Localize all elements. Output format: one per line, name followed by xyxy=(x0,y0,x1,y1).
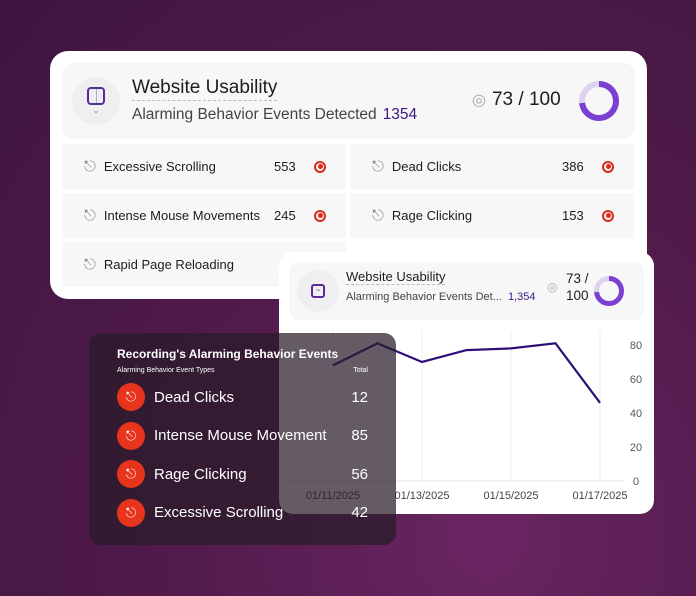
row-total: 42 xyxy=(351,504,368,522)
event-item[interactable]: ⎋ Dead Clicks 386 xyxy=(350,144,634,189)
panel-header: Alarming Behavior Event Types Total xyxy=(117,367,368,374)
score-ring xyxy=(594,276,624,306)
chart-title: Website Usability xyxy=(346,269,446,285)
tag-icon: ⎋ xyxy=(84,256,96,273)
chevron-down-icon: ⌄ xyxy=(92,104,100,115)
event-count: 153 xyxy=(562,208,584,223)
chart-header: ~ Website Usability Alarming Behavior Ev… xyxy=(289,262,644,320)
score: ◎ 73 / 100 xyxy=(472,89,561,111)
recording-events-panel: Recording's Alarming Behavior Events Ala… xyxy=(89,333,396,545)
score-bottom: 100 xyxy=(566,288,589,303)
event-count: 245 xyxy=(274,208,296,223)
alert-icon xyxy=(602,209,614,222)
col-total: Total xyxy=(353,367,368,374)
event-row: ⎋ Dead Clicks 12 xyxy=(117,378,368,417)
tag-icon: ⎋ xyxy=(372,207,384,224)
panel-title: Recording's Alarming Behavior Events xyxy=(117,347,339,361)
event-label: Rapid Page Reloading xyxy=(103,257,234,272)
x-tick-label: 01/13/2025 xyxy=(394,490,449,502)
alert-icon xyxy=(314,160,326,173)
usability-card: ⌄ Website Usability Alarming Behavior Ev… xyxy=(50,51,647,299)
row-total: 85 xyxy=(351,427,368,445)
subtitle-text: Alarming Behavior Events Detected xyxy=(132,106,377,123)
event-item[interactable]: ⎋ Intense Mouse Movements 245 xyxy=(62,193,346,238)
y-tick-label: 40 xyxy=(630,408,642,420)
score-ring xyxy=(579,81,619,121)
grid-icon xyxy=(87,86,105,105)
chart-subtitle: Alarming Behavior Events Det... 1,354 xyxy=(346,291,536,303)
row-total: 12 xyxy=(351,388,368,406)
events-count: 1,354 xyxy=(507,291,536,303)
tag-icon: ⎋ xyxy=(117,421,145,450)
tag-icon: ⎋ xyxy=(372,158,384,175)
alert-icon xyxy=(314,209,326,222)
event-count: 553 xyxy=(274,159,296,174)
cursor-click-icon: ◎ xyxy=(472,92,486,109)
event-item[interactable]: ⎋ Rage Clicking 153 xyxy=(350,193,634,238)
tag-icon: ⎋ xyxy=(117,498,145,527)
alert-icon xyxy=(602,160,614,173)
event-row: ⎋ Excessive Scrolling 42 xyxy=(117,494,368,533)
card-subtitle: Alarming Behavior Events Detected 1354 xyxy=(132,106,417,124)
event-label: Dead Clicks xyxy=(391,159,462,174)
row-total: 56 xyxy=(351,465,368,483)
event-count: 386 xyxy=(562,159,584,174)
x-tick-label: 01/17/2025 xyxy=(572,490,627,502)
usability-header: ⌄ Website Usability Alarming Behavior Ev… xyxy=(62,63,635,139)
tag-icon: ⎋ xyxy=(84,207,96,224)
events-count: 1354 xyxy=(382,106,418,123)
cursor-click-icon: ◎ xyxy=(547,280,558,294)
event-row: ⎋ Rage Clicking 56 xyxy=(117,455,368,494)
row-label: Intense Mouse Movement xyxy=(154,427,327,445)
x-tick-label: 01/15/2025 xyxy=(483,490,538,502)
tag-icon: ⎋ xyxy=(117,460,145,489)
event-row: ⎋ Intense Mouse Movement 85 xyxy=(117,417,368,456)
category-dropdown[interactable]: ⌄ xyxy=(72,77,120,125)
row-label: Rage Clicking xyxy=(154,465,247,483)
col-types: Alarming Behavior Event Types xyxy=(117,367,215,374)
tag-icon: ⎋ xyxy=(117,383,145,412)
y-tick-label: 20 xyxy=(630,442,642,454)
subtitle-text: Alarming Behavior Events Det... xyxy=(346,291,502,303)
card-title: Website Usability xyxy=(132,77,278,101)
chart-score: 73 / 100 xyxy=(566,270,589,304)
tag-icon: ⎋ xyxy=(84,158,96,175)
y-tick-label: 80 xyxy=(630,340,642,352)
event-label: Rage Clicking xyxy=(391,208,473,223)
trend-icon: ~ xyxy=(311,284,325,298)
y-tick-label: 0 xyxy=(633,476,639,488)
chart-dropdown[interactable]: ~ xyxy=(297,270,339,312)
event-label: Intense Mouse Movements xyxy=(103,208,260,223)
score-text: 73 / 100 xyxy=(491,89,561,110)
event-label: Excessive Scrolling xyxy=(103,159,216,174)
score-top: 73 / xyxy=(566,271,589,286)
event-item[interactable]: ⎋ Excessive Scrolling 553 xyxy=(62,144,346,189)
y-tick-label: 60 xyxy=(630,374,642,386)
row-label: Excessive Scrolling xyxy=(154,504,284,522)
row-label: Dead Clicks xyxy=(154,388,235,406)
